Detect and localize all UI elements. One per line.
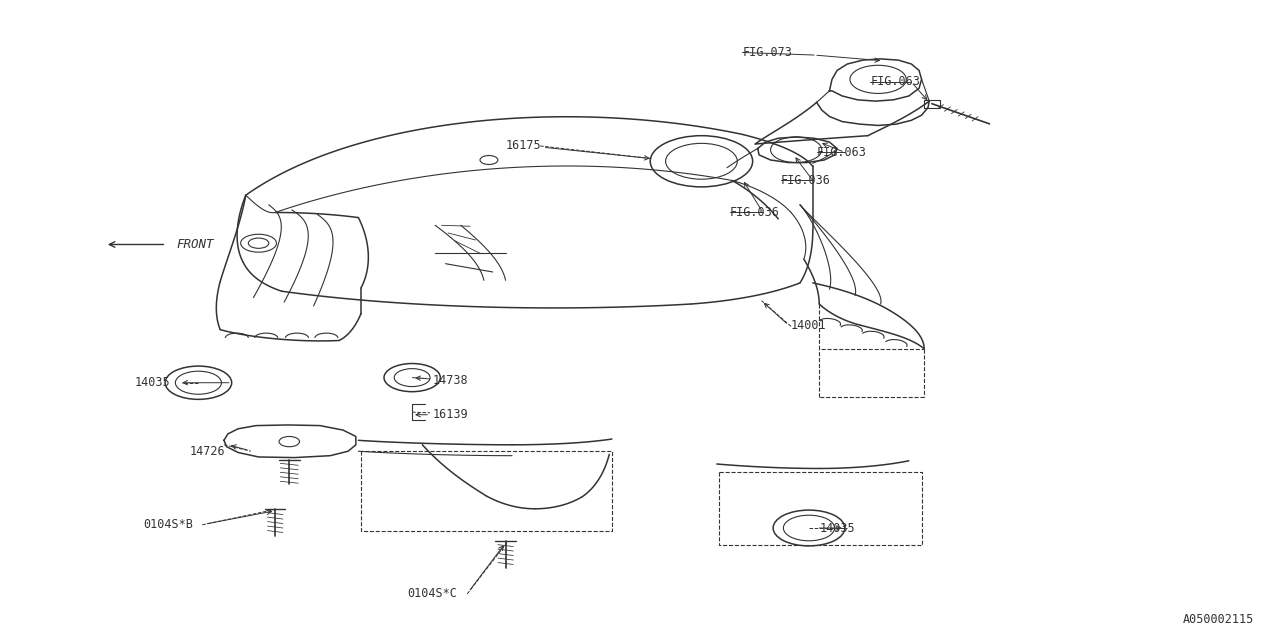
Text: FRONT: FRONT (177, 238, 214, 251)
Text: FIG.073: FIG.073 (742, 46, 792, 59)
Text: FIG.036: FIG.036 (781, 174, 831, 187)
Text: 14726: 14726 (189, 445, 225, 458)
Text: 14738: 14738 (433, 374, 468, 387)
Text: 16139: 16139 (433, 408, 468, 421)
Text: FIG.036: FIG.036 (730, 206, 780, 219)
Text: 0104S*B: 0104S*B (143, 518, 193, 531)
Text: 0104S*C: 0104S*C (407, 588, 457, 600)
Text: FIG.063: FIG.063 (870, 76, 920, 88)
Text: FIG.063: FIG.063 (817, 146, 867, 159)
Text: A050002115: A050002115 (1183, 613, 1254, 626)
Text: 14035: 14035 (134, 376, 170, 389)
Text: 16175: 16175 (506, 140, 541, 152)
Text: 14001: 14001 (791, 319, 827, 332)
Text: 14035: 14035 (819, 522, 855, 534)
